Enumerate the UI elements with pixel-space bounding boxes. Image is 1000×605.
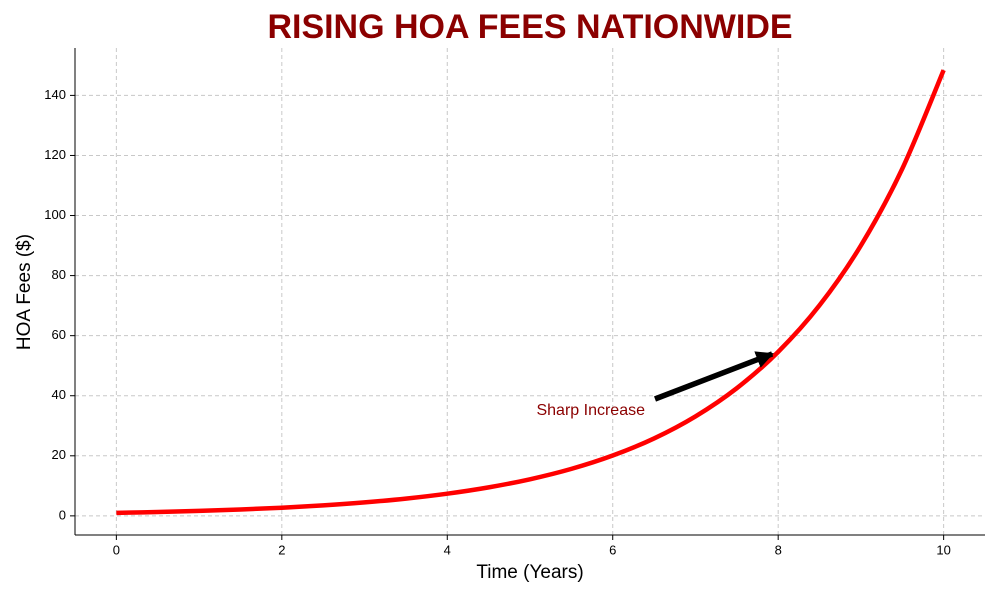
x-axis-label: Time (Years) <box>476 562 583 583</box>
y-tick-label: 40 <box>52 387 66 402</box>
x-tick-label: 4 <box>444 542 451 557</box>
x-tick-label: 6 <box>609 542 616 557</box>
x-tick-label: 0 <box>113 542 120 557</box>
chart-title: RISING HOA FEES NATIONWIDE <box>267 8 792 46</box>
y-tick-label: 60 <box>52 327 66 342</box>
y-tick-label: 80 <box>52 267 66 282</box>
annotation: Sharp Increase <box>536 402 645 419</box>
line-series <box>116 69 946 516</box>
y-tick-label: 20 <box>52 447 66 462</box>
y-tick-label: 140 <box>44 87 66 102</box>
y-axis-label: HOA Fees ($) <box>14 234 35 350</box>
x-tick-label: 8 <box>775 542 782 557</box>
y-tick-label: 0 <box>59 507 66 522</box>
y-tick-label: 100 <box>44 207 66 222</box>
x-tick-label: 10 <box>936 542 950 557</box>
annotation-arrow <box>654 351 774 402</box>
x-tick-label: 2 <box>278 542 285 557</box>
y-tick-label: 120 <box>44 147 66 162</box>
